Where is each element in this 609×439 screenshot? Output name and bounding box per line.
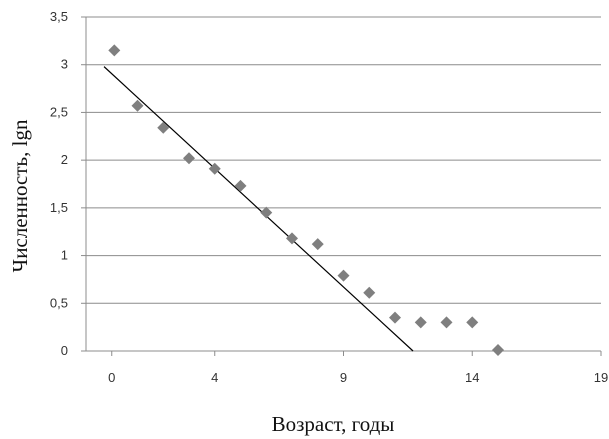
data-point-4 <box>208 162 221 175</box>
x-tick-labels: 0 4 9 14 19 <box>108 370 608 385</box>
trendline <box>103 66 414 352</box>
data-point-8 <box>311 238 324 251</box>
data-point-2 <box>157 121 170 134</box>
data-point-14 <box>466 316 479 329</box>
data-points <box>108 44 504 357</box>
grid-lines <box>86 16 601 304</box>
data-point-3 <box>183 152 195 165</box>
y-tick-label-3: 1,5 <box>50 200 68 215</box>
y-tick-label-7: 3,5 <box>50 9 68 24</box>
data-point-11 <box>389 311 401 324</box>
axes <box>81 16 602 356</box>
x-tick-label-3: 14 <box>465 370 479 385</box>
y-tick-label-1: 0,5 <box>50 295 68 310</box>
data-point-15 <box>492 344 504 357</box>
data-point-13 <box>440 316 453 329</box>
y-tick-label-6: 3 <box>61 57 68 72</box>
data-point-1 <box>131 99 144 112</box>
data-point-7 <box>286 232 298 245</box>
y-axis-title: Численность, lgn <box>8 119 32 272</box>
data-point-5 <box>234 179 247 192</box>
data-point-12 <box>414 316 427 329</box>
y-tick-label-4: 2 <box>61 152 68 167</box>
x-tick-label-4: 19 <box>594 370 608 385</box>
data-point-10 <box>363 286 376 299</box>
y-tick-label-0: 0 <box>61 343 68 358</box>
y-tick-labels: 0 0,5 1 1,5 2 2,5 3 3,5 <box>50 9 68 358</box>
y-tick-label-2: 1 <box>61 248 68 263</box>
data-point-0 <box>108 44 121 57</box>
trendline-line <box>103 66 414 352</box>
y-tick-label-5: 2,5 <box>50 104 68 119</box>
x-tick-label-1: 4 <box>211 370 218 385</box>
x-tick-label-2: 9 <box>340 370 347 385</box>
data-point-9 <box>337 269 350 282</box>
data-point-6 <box>260 206 273 219</box>
x-axis-title: Возраст, годы <box>272 412 395 436</box>
x-tick-label-0: 0 <box>108 370 115 385</box>
